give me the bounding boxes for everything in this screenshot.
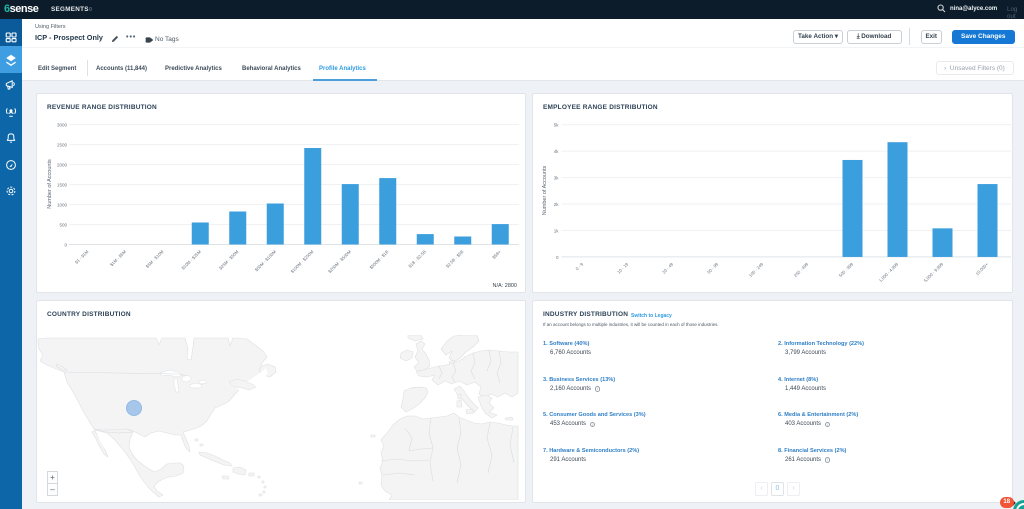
svg-text:$5B+: $5B+ (491, 249, 502, 260)
svg-text:20 - 49: 20 - 49 (661, 261, 674, 274)
svg-text:$25M - $50M: $25M - $50M (218, 249, 240, 271)
svg-text:4k: 4k (554, 149, 560, 154)
svg-text:100 - 249: 100 - 249 (748, 261, 765, 278)
svg-text:10 - 19: 10 - 19 (616, 261, 629, 274)
svg-text:2500: 2500 (57, 143, 68, 148)
svg-text:$100M - $250M: $100M - $250M (290, 249, 315, 274)
svg-text:0 - 9: 0 - 9 (575, 261, 585, 271)
svg-text:$1B - $2.5B: $1B - $2.5B (407, 249, 427, 269)
svg-text:$5M - $10M: $5M - $10M (145, 249, 165, 269)
svg-text:Number of Accounts: Number of Accounts (47, 159, 53, 209)
svg-text:250 - 499: 250 - 499 (793, 261, 810, 278)
svg-text:50 - 99: 50 - 99 (706, 261, 719, 274)
svg-text:10,000+: 10,000+ (975, 261, 990, 276)
svg-text:2k: 2k (554, 202, 560, 207)
svg-text:1,000 - 4,999: 1,000 - 4,999 (878, 261, 900, 283)
svg-text:3k: 3k (554, 176, 560, 181)
svg-text:0: 0 (64, 243, 67, 248)
svg-text:5,000 - 9,999: 5,000 - 9,999 (923, 261, 945, 283)
svg-text:$10M - $25M: $10M - $25M (181, 249, 203, 271)
svg-text:$500M - $1B: $500M - $1B (369, 249, 390, 270)
svg-text:$2.5B - $5B: $2.5B - $5B (445, 249, 465, 269)
svg-text:$1 - $1M: $1 - $1M (74, 249, 90, 265)
svg-text:Number of Accounts: Number of Accounts (542, 165, 548, 215)
svg-text:2000: 2000 (57, 163, 68, 168)
svg-text:1500: 1500 (57, 183, 68, 188)
svg-text:500 - 999: 500 - 999 (838, 261, 855, 278)
svg-text:$1M - $5M: $1M - $5M (109, 249, 127, 267)
svg-text:1k: 1k (554, 229, 560, 234)
svg-text:3000: 3000 (57, 123, 68, 128)
svg-text:1000: 1000 (57, 203, 68, 208)
svg-text:0: 0 (556, 255, 559, 260)
svg-text:500: 500 (59, 223, 67, 228)
svg-text:5k: 5k (554, 123, 560, 128)
svg-text:$250M - $500M: $250M - $500M (327, 249, 352, 274)
svg-text:$50M - $100M: $50M - $100M (254, 249, 277, 272)
